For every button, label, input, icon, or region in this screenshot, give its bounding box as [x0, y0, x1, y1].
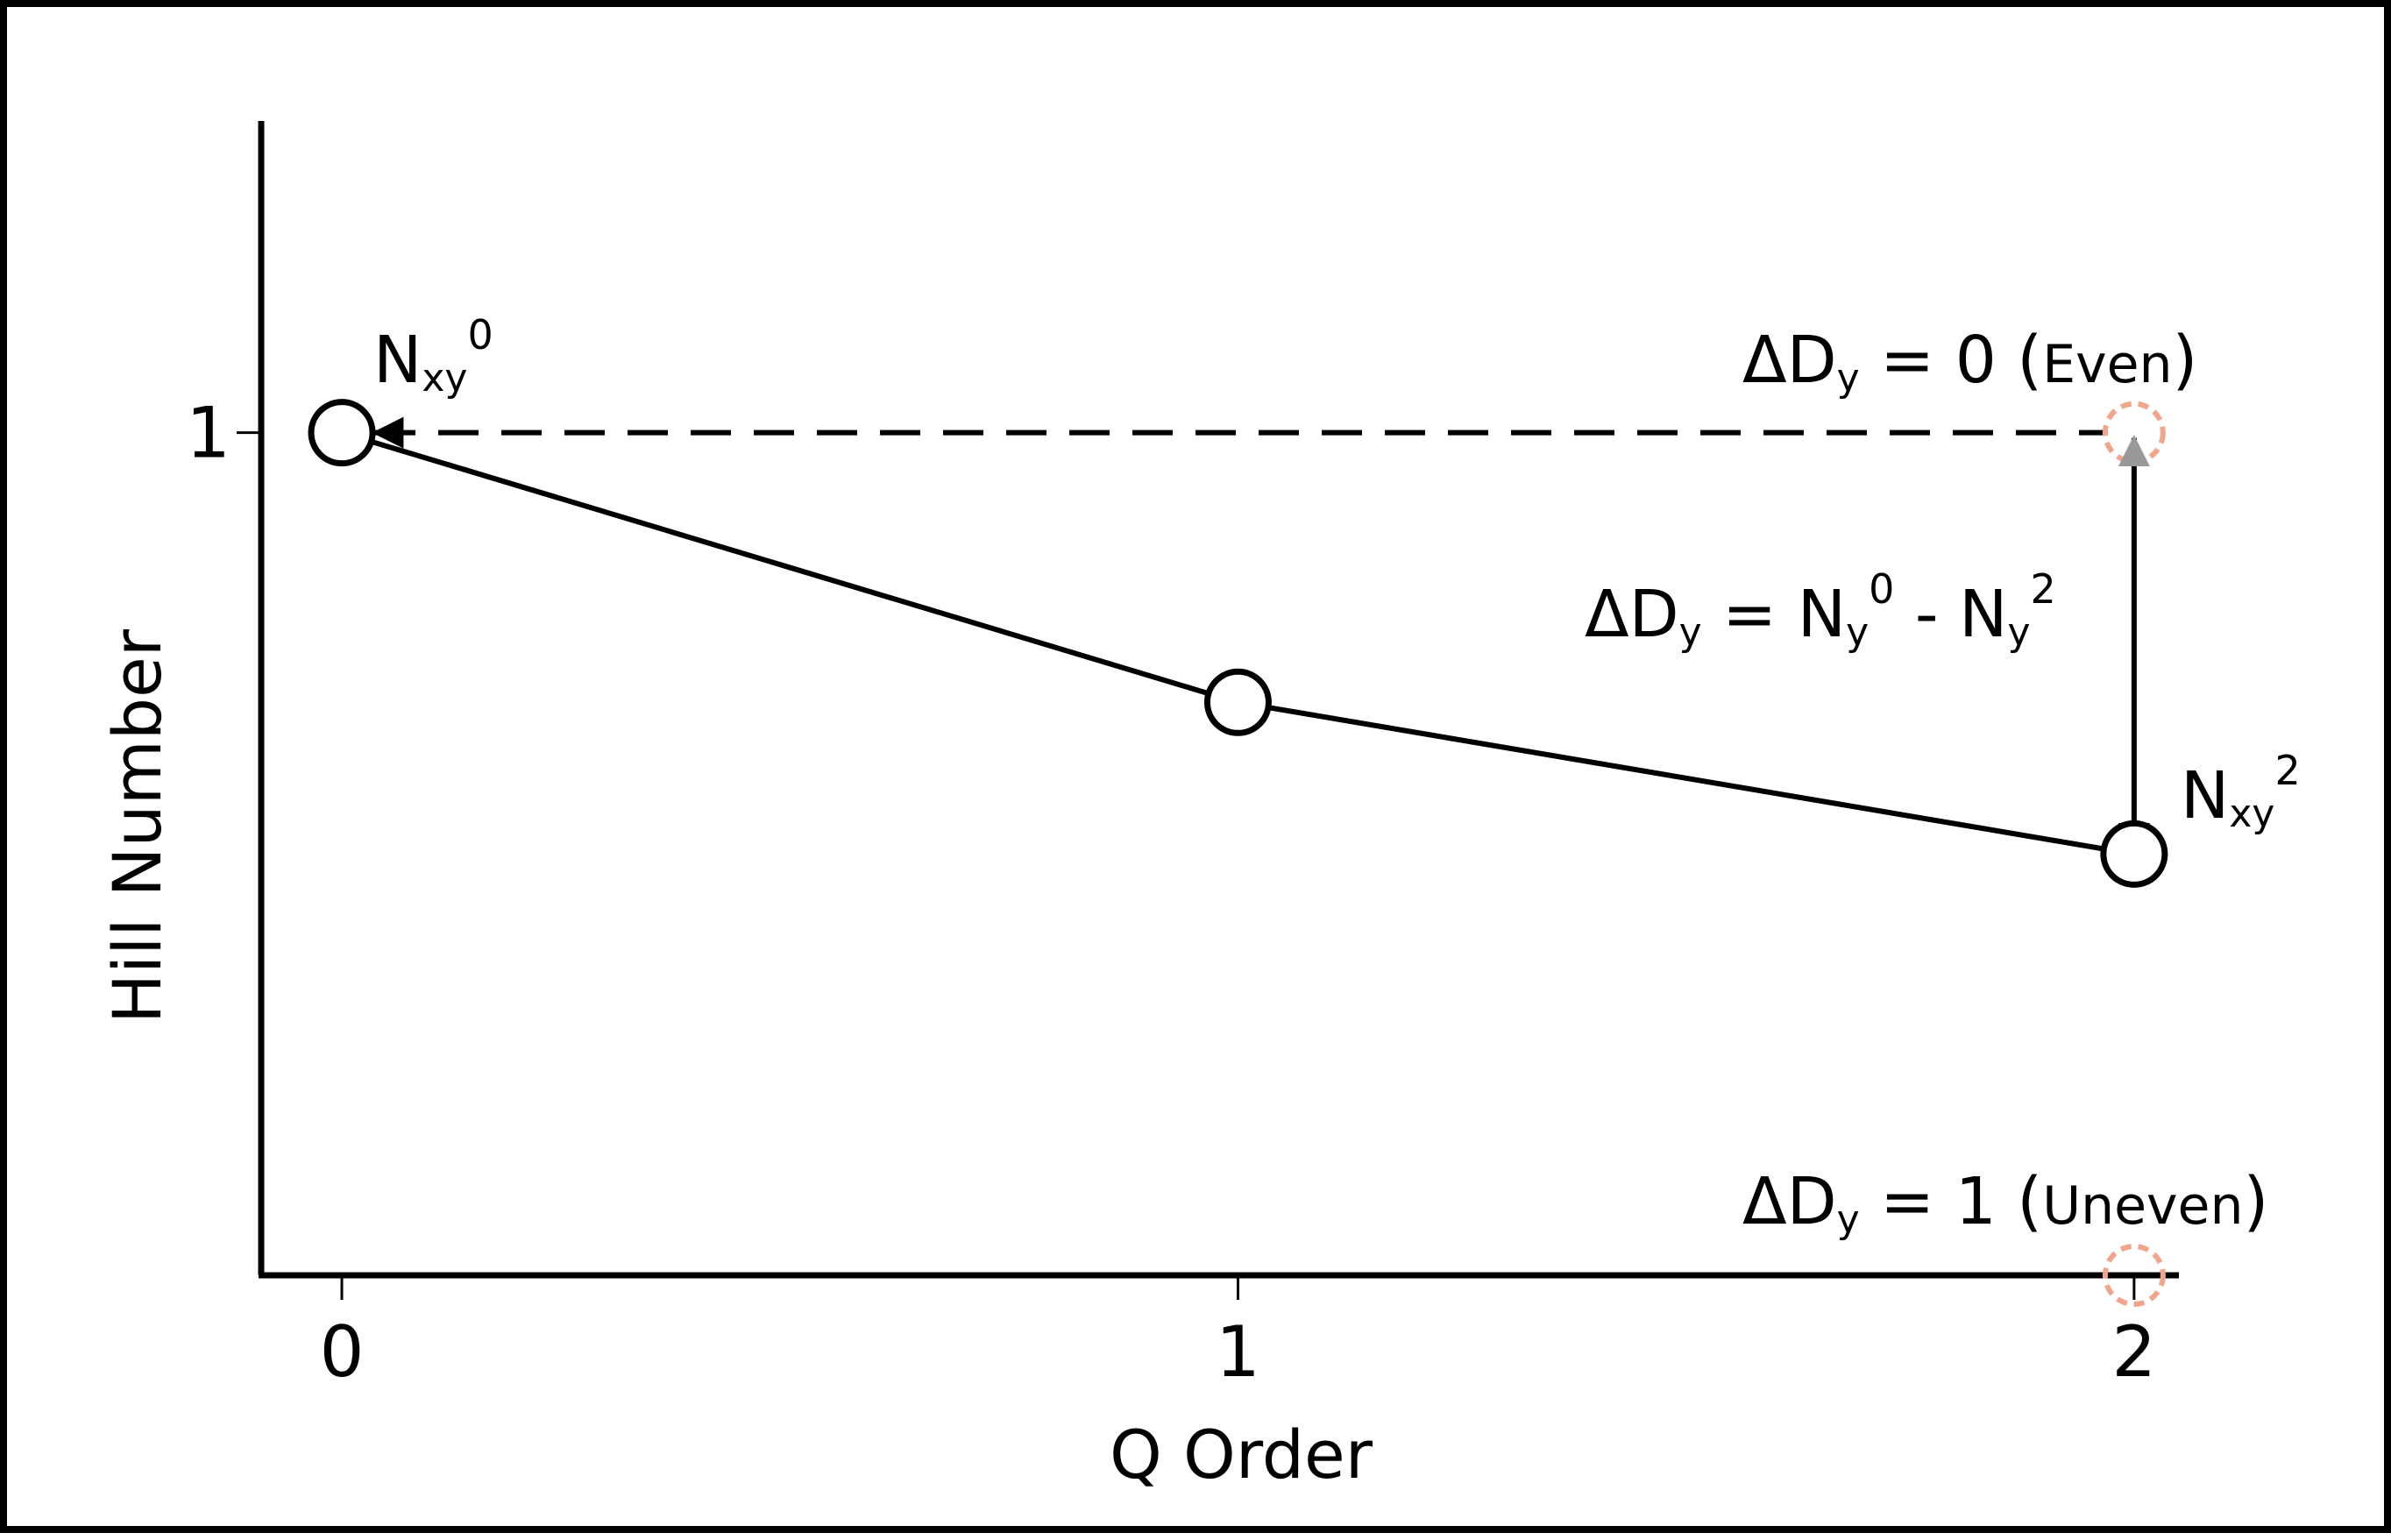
data-point-q0: [308, 399, 376, 467]
x-tick-label-1: 1: [1216, 1311, 1260, 1393]
y-tick-label-1: 1: [186, 393, 231, 474]
label-delta-formula: ΔDy = Ny0 - Ny2: [1585, 565, 2056, 655]
chart: 0 1 2 1 Q Order Hill Number Nxy0 Nxy2 ΔD…: [98, 121, 2301, 1494]
data-point-q2: [2100, 820, 2168, 888]
label-nxy2: Nxy2: [2181, 747, 2301, 836]
x-tick-label-2: 2: [2111, 1311, 2156, 1393]
data-point-q1: [1203, 668, 1272, 736]
label-delta-even: ΔDy = 0 (Even): [1742, 323, 2197, 401]
x-axis-title: Q Order: [1110, 1416, 1373, 1494]
y-axis-title: Hill Number: [98, 628, 176, 1024]
label-delta-uneven: ΔDy = 1 (Uneven): [1742, 1164, 2268, 1242]
label-nxy0: Nxy0: [373, 311, 493, 401]
x-tick-label-0: 0: [320, 1311, 365, 1393]
uneven-reference-circle: [2102, 1244, 2166, 1307]
